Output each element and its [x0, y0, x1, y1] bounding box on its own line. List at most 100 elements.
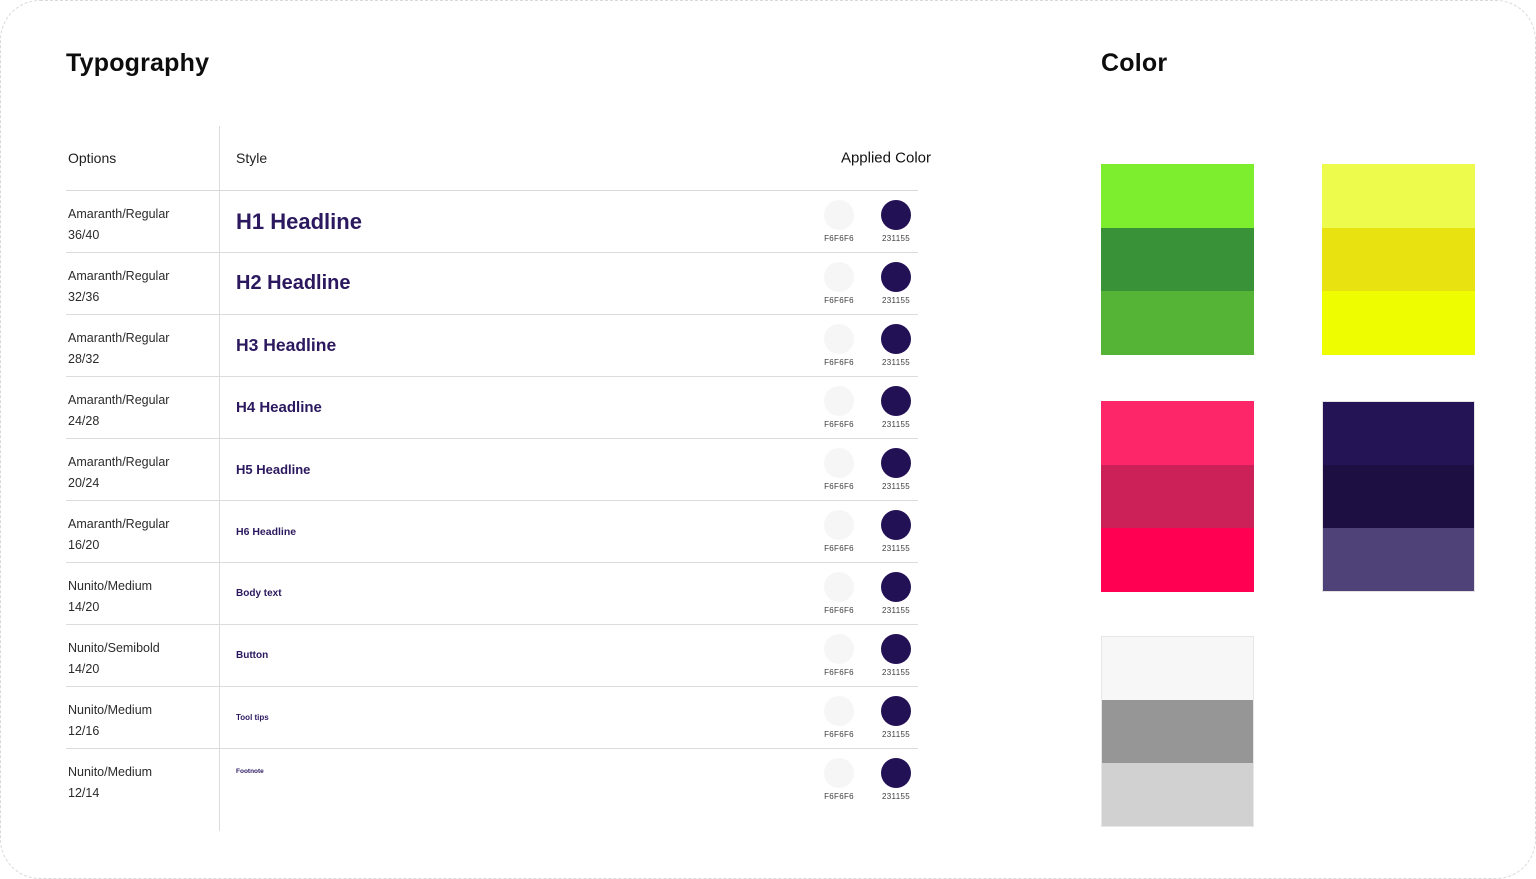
options-cell: Amaranth/Regular 24/28 [66, 377, 219, 438]
column-header-style: Style [236, 150, 268, 166]
color-band-gray-light[interactable] [1102, 763, 1253, 826]
dark-color-dot[interactable] [881, 324, 911, 354]
dark-color-dot[interactable] [881, 572, 911, 602]
applied-color-cell: F6F6F6 231155 [810, 253, 918, 314]
light-color-hex: F6F6F6 [824, 606, 854, 615]
light-color-hex: F6F6F6 [824, 420, 854, 429]
font-name: Amaranth/Regular [68, 393, 170, 407]
color-band-purple-muted[interactable] [1323, 528, 1474, 591]
applied-color-cell: F6F6F6 231155 [810, 439, 918, 500]
table-row-footnote: Nunito/Medium 12/14 Footnote F6F6F6 2311… [66, 749, 918, 831]
column-header-applied-color: Applied Color [840, 149, 931, 167]
applied-color-cell: F6F6F6 231155 [810, 377, 918, 438]
font-name: Amaranth/Regular [68, 331, 170, 345]
light-color-dot[interactable] [824, 262, 854, 292]
color-band-green-dark[interactable] [1101, 227, 1254, 292]
table-row-h1: Amaranth/Regular 36/40 H1 Headline F6F6F… [66, 191, 918, 253]
light-color-dot[interactable] [824, 634, 854, 664]
font-size-lineheight: 12/16 [68, 724, 100, 738]
options-cell: Nunito/Medium 14/20 [66, 563, 219, 624]
light-color-dot[interactable] [824, 758, 854, 788]
color-section-title: Color [1101, 49, 1168, 77]
color-band-yellow-light[interactable] [1322, 164, 1475, 228]
table-row-h5: Amaranth/Regular 20/24 H5 Headline F6F6F… [66, 439, 918, 501]
dark-color-hex: 231155 [882, 730, 910, 739]
typography-table-header: Options Style Applied Color [66, 126, 931, 191]
style-sample-h6: H6 Headline [236, 525, 297, 538]
light-swatch: F6F6F6 [817, 200, 861, 252]
palette-card-pink [1101, 401, 1254, 593]
color-band-yellow-gold[interactable] [1322, 227, 1475, 292]
color-band-green-light[interactable] [1101, 164, 1254, 228]
light-color-hex: F6F6F6 [824, 296, 854, 305]
dark-swatch: 231155 [874, 696, 918, 748]
style-sample-footnote: Footnote [236, 768, 264, 775]
font-size-lineheight: 24/28 [68, 414, 100, 428]
color-band-pink-deep[interactable] [1101, 464, 1254, 529]
style-sample-button: Button [236, 650, 269, 661]
font-name: Amaranth/Regular [68, 207, 170, 221]
font-size-lineheight: 20/24 [68, 476, 100, 490]
applied-color-cell: F6F6F6 231155 [810, 501, 918, 562]
light-color-dot[interactable] [824, 696, 854, 726]
color-band-green-mid[interactable] [1101, 291, 1254, 356]
style-sample-h3: H3 Headline [236, 335, 337, 355]
color-band-gray-medium[interactable] [1102, 700, 1253, 763]
table-row-h4: Amaranth/Regular 24/28 H4 Headline F6F6F… [66, 377, 918, 439]
font-name: Nunito/Medium [68, 765, 153, 779]
light-swatch: F6F6F6 [817, 386, 861, 438]
light-color-hex: F6F6F6 [824, 792, 854, 801]
column-header-options: Options [68, 150, 117, 166]
options-cell: Nunito/Medium 12/14 [66, 749, 219, 831]
dark-color-dot[interactable] [881, 758, 911, 788]
light-color-hex: F6F6F6 [824, 544, 854, 553]
color-band-gray-lightest[interactable] [1102, 637, 1253, 700]
style-sample-h4: H4 Headline [236, 399, 322, 416]
font-size-lineheight: 16/20 [68, 538, 100, 552]
color-band-purple-darkest[interactable] [1323, 465, 1474, 528]
font-name: Amaranth/Regular [68, 517, 170, 531]
font-size-lineheight: 28/32 [68, 352, 100, 366]
font-name: Amaranth/Regular [68, 269, 170, 283]
column-divider [219, 126, 220, 831]
dark-color-dot[interactable] [881, 634, 911, 664]
dark-color-dot[interactable] [881, 262, 911, 292]
color-band-pink-hot[interactable] [1101, 401, 1254, 465]
dark-color-dot[interactable] [881, 510, 911, 540]
style-sample-h2: H2 Headline [236, 272, 351, 294]
color-band-purple-indigo[interactable] [1323, 402, 1474, 465]
light-color-dot[interactable] [824, 386, 854, 416]
dark-color-dot[interactable] [881, 386, 911, 416]
light-swatch: F6F6F6 [817, 572, 861, 624]
light-color-dot[interactable] [824, 448, 854, 478]
options-cell: Amaranth/Regular 16/20 [66, 501, 219, 562]
light-color-dot[interactable] [824, 324, 854, 354]
dark-color-hex: 231155 [882, 482, 910, 491]
dark-color-dot[interactable] [881, 696, 911, 726]
dark-swatch: 231155 [874, 448, 918, 500]
table-row-body-text: Nunito/Medium 14/20 Body text F6F6F6 231… [66, 563, 918, 625]
light-swatch: F6F6F6 [817, 758, 861, 831]
dark-color-dot[interactable] [881, 448, 911, 478]
light-color-dot[interactable] [824, 510, 854, 540]
color-band-yellow-bright[interactable] [1322, 291, 1475, 356]
dark-color-dot[interactable] [881, 200, 911, 230]
light-color-dot[interactable] [824, 572, 854, 602]
dark-swatch: 231155 [874, 262, 918, 314]
light-color-hex: F6F6F6 [824, 668, 854, 677]
palette-card-purple [1322, 401, 1475, 592]
font-size-lineheight: 32/36 [68, 290, 100, 304]
table-row-h6: Amaranth/Regular 16/20 H6 Headline F6F6F… [66, 501, 918, 563]
applied-color-cell: F6F6F6 231155 [810, 687, 918, 748]
color-band-pink-vivid[interactable] [1101, 528, 1254, 593]
font-name: Nunito/Medium [68, 703, 153, 717]
light-color-hex: F6F6F6 [824, 358, 854, 367]
applied-color-cell: F6F6F6 231155 [810, 749, 918, 831]
dark-color-hex: 231155 [882, 420, 910, 429]
light-color-hex: F6F6F6 [824, 730, 854, 739]
dark-swatch: 231155 [874, 324, 918, 376]
typography-section-title: Typography [66, 49, 210, 77]
light-color-dot[interactable] [824, 200, 854, 230]
light-swatch: F6F6F6 [817, 324, 861, 376]
